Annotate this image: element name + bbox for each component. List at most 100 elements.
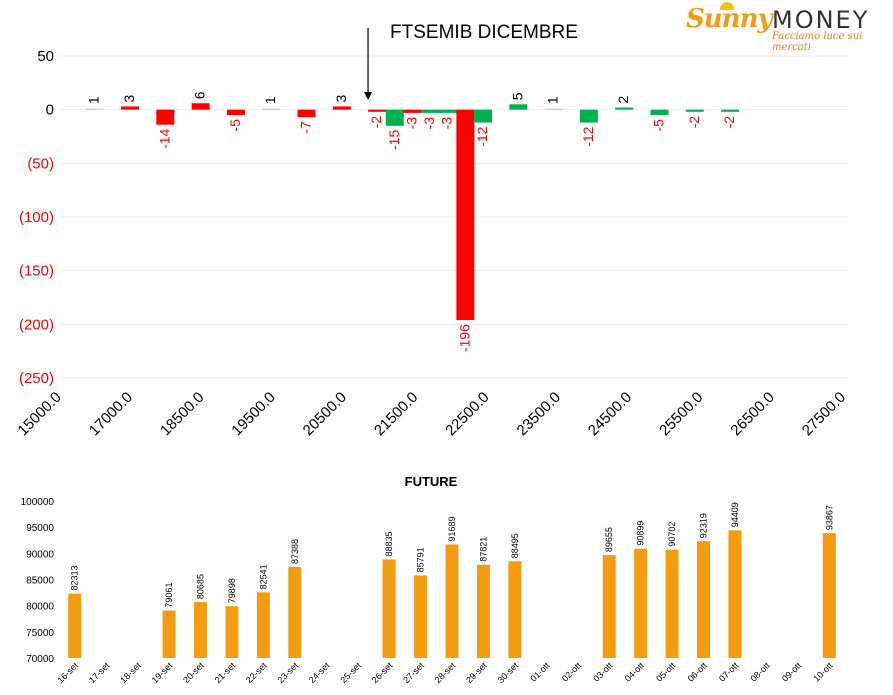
data-label: 3 [333,94,349,102]
future-y-tick-label: 90000 [26,549,54,560]
future-x-tick-label: 09-ott [780,660,804,684]
future-bar [193,602,207,658]
future-y-tick-label: 100000 [21,497,55,508]
data-label: -2 [368,116,384,129]
bar [332,106,351,110]
data-label: 1 [545,96,561,104]
y-tick-label: (250) [19,370,54,387]
future-y-tick-label: 70000 [26,654,54,665]
future-data-label: 93867 [824,505,834,530]
future-x-tick-label: 01-ott [528,660,552,684]
future-data-label: 79061 [164,583,174,608]
future-data-label: 88835 [384,531,394,556]
bar [721,109,740,112]
logo-brand-b: MONEY [772,6,870,34]
future-x-tick-label: 25-set [338,660,363,685]
bar [262,108,281,111]
future-bar [256,592,270,658]
data-label: -5 [227,119,243,132]
bar [297,109,316,118]
future-x-tick-label: 20-set [181,660,206,685]
future-x-tick-label: 19-set [150,660,175,685]
bar [403,109,422,113]
future-data-label: 80685 [195,574,205,599]
future-x-tick-label: 04-ott [623,660,647,684]
future-bar [414,575,428,658]
future-x-tick-label: 21-set [213,660,238,685]
y-axis-ticks: 50 0 (50) (100) (150) (200) (250) [19,48,54,387]
bar [121,106,140,110]
future-y-axis-ticks: 70000 75000 80000 85000 90000 95000 100000 [21,497,55,665]
data-label: -14 [156,128,172,148]
bar [456,109,475,321]
future-bar [697,541,711,658]
bar [385,109,404,126]
x-tick-label: 15000.0 [14,389,64,439]
x-tick-label: 27500.0 [799,389,849,439]
future-bar [665,549,679,658]
future-data-label: 94409 [730,502,740,527]
future-bar [602,555,616,658]
x-tick-label: 24500.0 [585,389,635,439]
future-x-tick-label: 05-ott [654,660,678,684]
data-label: 1 [86,96,102,104]
x-tick-label: 19500.0 [228,389,278,439]
future-bar [162,610,176,658]
future-chart: FUTURE 70000 75000 80000 85000 90000 95000 100… [21,474,836,685]
data-label: -3 [439,117,455,130]
x-tick-label: 18500.0 [157,389,207,439]
chart-grid [60,55,848,379]
data-label: -5 [651,119,667,132]
x-axis-ticks: 15000.0 17000.0 18500.0 19500.0 20500.0 21500… [14,389,849,439]
future-x-tick-label: 06-ott [686,660,710,684]
x-tick-label: 23500.0 [514,389,564,439]
data-label: -3 [403,117,419,130]
bar [156,109,175,125]
future-bar [68,593,82,658]
data-label: -196 [456,324,472,352]
x-tick-label: 25500.0 [656,389,706,439]
future-y-tick-label: 95000 [26,523,54,534]
arrow-annotation [364,28,373,100]
future-data-label: 92319 [699,513,709,538]
future-bar [445,544,459,658]
future-data-label: 90899 [636,521,646,546]
future-x-tick-label: 16-set [55,660,80,685]
y-tick-label: (50) [27,155,54,172]
future-x-tick-label: 28-set [433,660,458,685]
bar [438,109,457,113]
y-tick-label: 0 [46,102,54,119]
future-data-label: 82313 [70,566,80,591]
future-bar [728,530,742,658]
data-label: 5 [509,92,525,100]
bar [615,107,634,110]
future-data-label: 87388 [290,539,300,564]
data-label: -3 [421,117,437,130]
bar [685,109,704,112]
data-label: 2 [615,96,631,104]
bars: 1 3-146-51-73-2-15-3 -3 -3-196-125 1-122-5 -2… [85,91,740,352]
bar [226,109,245,116]
data-label: 1 [262,96,278,104]
data-label: -2 [721,116,737,129]
future-x-tick-label: 07-ott [717,660,741,684]
future-bar [476,564,490,658]
x-tick-label: 17000.0 [86,389,136,439]
data-label: -7 [298,121,314,134]
future-chart-title: FUTURE [405,474,458,489]
ftsemib-chart: FTSEMIB DICEMBRE 50 0 (50) (100) (150) (200) (… [14,22,849,439]
future-x-tick-label: 30-set [496,660,521,685]
future-bar [634,548,648,658]
bar [579,109,598,123]
future-data-label: 88495 [510,533,520,558]
future-x-tick-label: 02-ott [560,660,584,684]
future-bar [508,561,522,658]
future-bar [382,559,396,658]
bar [85,108,104,111]
chart-title: FTSEMIB DICEMBRE [390,22,578,43]
future-x-tick-label: 23-set [275,660,300,685]
bar [544,108,563,111]
bar [421,109,440,113]
y-tick-label: (200) [19,316,54,333]
x-tick-label: 26500.0 [727,389,777,439]
